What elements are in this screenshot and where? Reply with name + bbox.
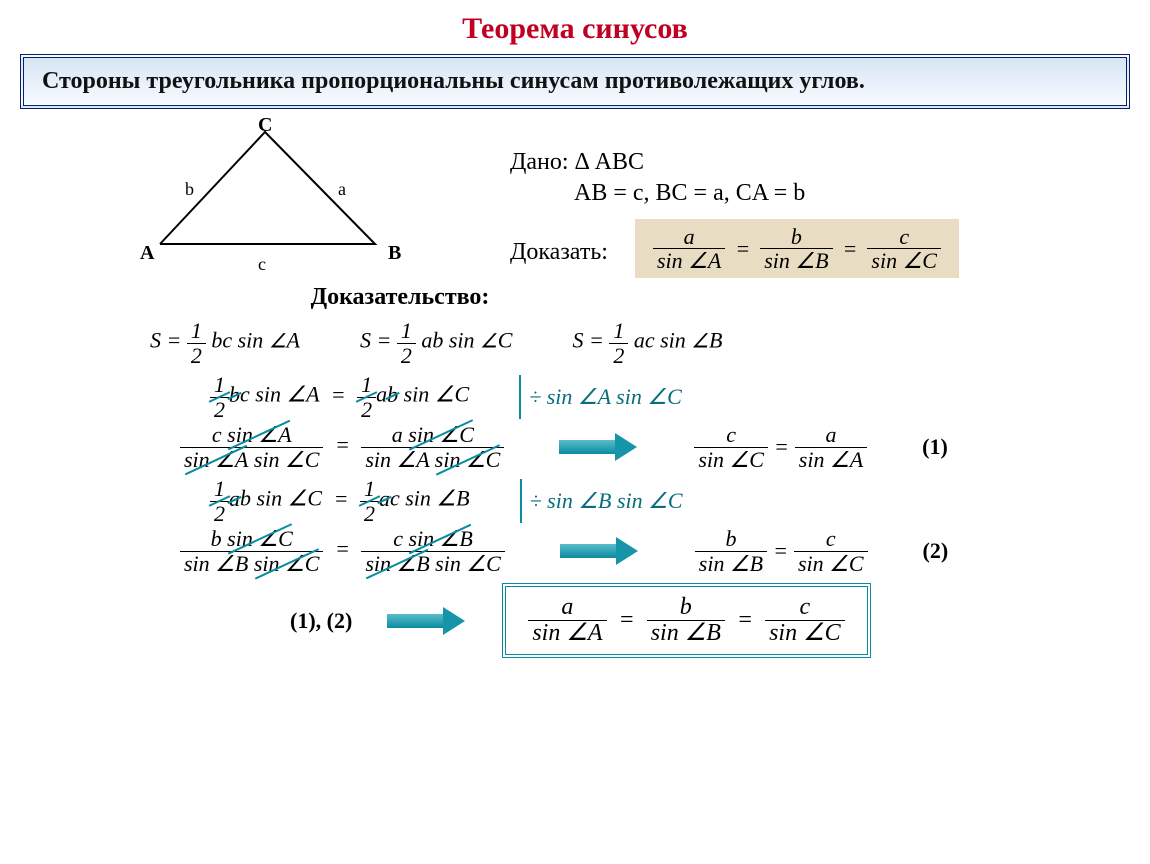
- prove-formula: asin ∠A = bsin ∠B = csin ∠C: [635, 219, 959, 278]
- step2b-eq: b sin ∠C sin ∠B sin ∠C = c sin ∠B sin ∠B…: [180, 527, 1110, 575]
- final-refs: (1), (2): [290, 608, 352, 634]
- page-title: Теорема синусов: [0, 0, 1150, 54]
- proof-body: S = 12 bc sin ∠A S = 12 ab sin ∠C S = 12…: [120, 319, 1110, 658]
- tag-2: (2): [923, 538, 949, 564]
- area-f2: S = 12 ab sin ∠C: [360, 319, 512, 366]
- given-block: Дано: Δ ABC AB = c, BC = a, CA = b: [510, 149, 805, 211]
- theorem-statement: Стороны треугольника пропорциональны син…: [42, 68, 865, 94]
- given-line2: AB = c, BC = a, CA = b: [574, 180, 805, 206]
- theorem-statement-box: Стороны треугольника пропорциональны син…: [20, 54, 1130, 109]
- area-f3: S = 12 ac sin ∠B: [572, 319, 722, 366]
- side-b: b: [185, 179, 194, 200]
- arrow-icon: [387, 607, 467, 635]
- area-formulas-row: S = 12 bc sin ∠A S = 12 ab sin ∠C S = 12…: [150, 319, 1110, 367]
- arrow-icon: [559, 433, 639, 461]
- result-1: csin ∠C = asin ∠A: [694, 423, 867, 470]
- step1-eq: 12bc sin ∠A = 12ab sin ∠C ÷ sin ∠A sin ∠…: [210, 373, 1110, 421]
- side-c: c: [258, 254, 266, 275]
- step1-divnote: ÷ sin ∠A sin ∠C: [519, 375, 682, 419]
- given-label: Дано: [510, 149, 562, 175]
- given-line1: Δ ABC: [575, 149, 644, 175]
- vertex-a: A: [140, 242, 154, 265]
- area-f1: S = 12 bc sin ∠A: [150, 319, 300, 366]
- prove-label: Доказать:: [510, 239, 608, 266]
- final-row: (1), (2) asin ∠A = bsin ∠B = csin ∠C: [290, 583, 1110, 658]
- vertex-b: B: [388, 242, 401, 265]
- step2-eq: 12ab sin ∠C = 12ac sin ∠B ÷ sin ∠B sin ∠…: [210, 477, 1110, 525]
- arrow-icon: [560, 537, 640, 565]
- step1b-eq: c sin ∠A sin ∠A sin ∠C = a sin ∠C sin ∠A…: [180, 423, 1110, 471]
- tag-1: (1): [922, 434, 948, 460]
- vertex-c: C: [258, 114, 272, 137]
- given-section: A B C b a c Дано: Δ ABC AB = c, BC = a, …: [40, 124, 1150, 304]
- step2-divnote: ÷ sin ∠B sin ∠C: [520, 479, 683, 523]
- side-a: a: [338, 179, 346, 200]
- final-formula-box: asin ∠A = bsin ∠B = csin ∠C: [502, 583, 870, 658]
- result-2: bsin ∠B = csin ∠C: [695, 527, 868, 574]
